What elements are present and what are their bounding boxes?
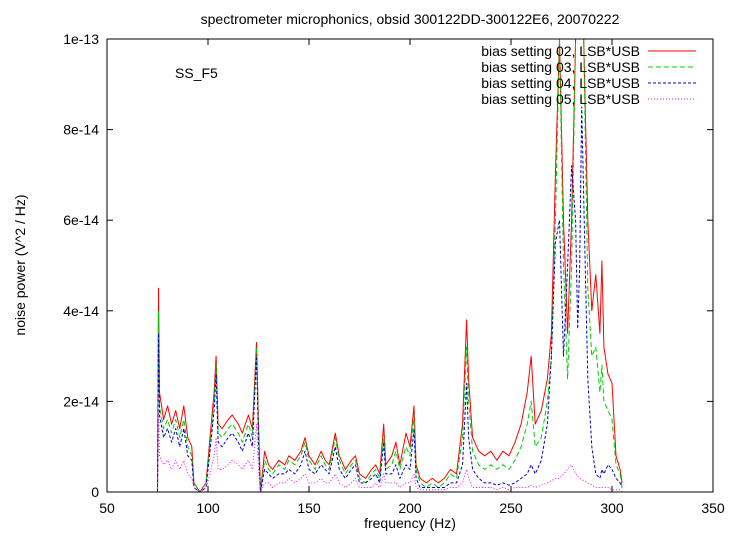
y-tick-label: 8e-14: [63, 122, 99, 138]
legend-label: bias setting 02, LSB*USB: [481, 43, 640, 59]
y-tick-label: 0: [91, 484, 99, 500]
y-axis-label: noise power (V^2 / Hz): [12, 194, 28, 335]
y-tick-label: 2e-14: [63, 393, 99, 409]
legend-label: bias setting 03, LSB*USB: [481, 59, 640, 75]
legend-label: bias setting 05, LSB*USB: [481, 91, 640, 107]
x-tick-label: 50: [99, 500, 115, 516]
x-tick-label: 100: [196, 500, 220, 516]
series-line-2: [157, 39, 623, 492]
legend-label: bias setting 04, LSB*USB: [481, 75, 640, 91]
y-tick-label: 4e-14: [63, 303, 99, 319]
ss-f5-annotation: SS_F5: [175, 65, 218, 81]
x-tick-label: 150: [297, 500, 321, 516]
chart-title: spectrometer microphonics, obsid 300122D…: [201, 11, 620, 27]
series-line-4: [157, 410, 623, 492]
y-axis: 0 2e-14 4e-14 6e-14 8e-14 1e-13: [63, 31, 713, 500]
x-tick-label: 300: [600, 500, 624, 516]
y-tick-label: 1e-13: [63, 31, 99, 47]
series-line-3: [157, 106, 623, 492]
y-tick-label: 6e-14: [63, 212, 99, 228]
x-axis: 50 100 150 200 250 300 350: [99, 39, 725, 516]
x-tick-label: 250: [499, 500, 523, 516]
x-axis-label: frequency (Hz): [364, 515, 456, 531]
series-layer: [157, 39, 623, 492]
x-tick-label: 200: [398, 500, 422, 516]
x-tick-label: 350: [701, 500, 725, 516]
